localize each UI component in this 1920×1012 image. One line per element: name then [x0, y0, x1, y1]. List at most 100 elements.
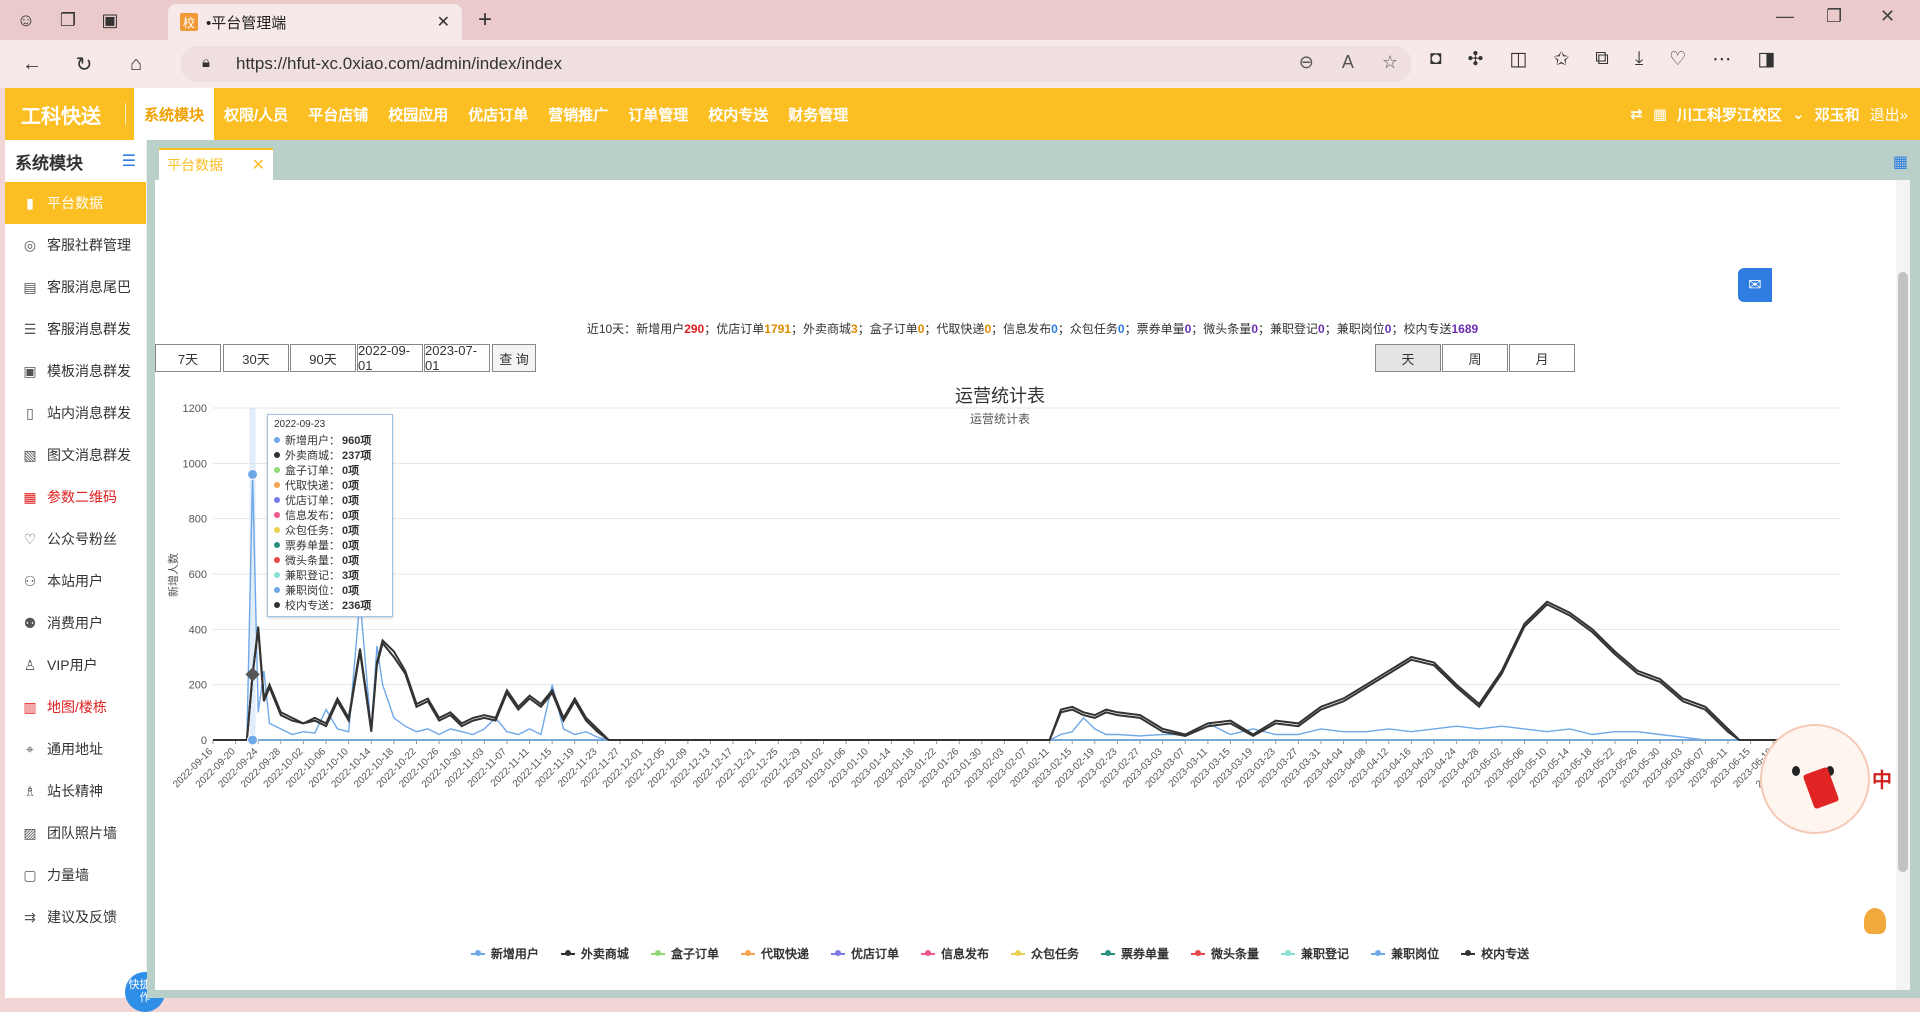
restore-icon[interactable]: ❐	[1826, 6, 1843, 26]
performance-icon[interactable]: ♡	[1669, 49, 1687, 70]
sidebar-item-7[interactable]: ▦ 参数二维码	[5, 476, 146, 518]
start-date-input[interactable]: 2022-09-01	[357, 343, 423, 373]
puzzle-icon[interactable]: ✣	[1467, 49, 1484, 70]
url-field[interactable]: 🔒︎ https://hfut-xc.0xiao.com/admin/index…	[180, 46, 1412, 82]
zoom-icon[interactable]: ⊖	[1298, 52, 1314, 72]
read-aloud-icon[interactable]: A	[1341, 52, 1354, 72]
nav-campus-apps[interactable]: 校园应用	[388, 106, 449, 124]
favorites-icon[interactable]: ✩	[1553, 49, 1570, 70]
profile-avatar-icon[interactable]: ☺	[16, 9, 36, 30]
switch-icon[interactable]: ⇄	[1630, 106, 1643, 123]
legend-item[interactable]: 校内专送	[1461, 945, 1529, 962]
grid-menu-icon[interactable]: ▦	[1892, 154, 1908, 171]
sidebar-item-16[interactable]: ▢ 力量墙	[5, 854, 146, 896]
legend-item[interactable]: 外卖商城	[560, 945, 629, 962]
nav-platform-shops[interactable]: 平台店铺	[308, 106, 369, 124]
legend-item[interactable]: 微头条量	[1191, 945, 1259, 962]
back-icon[interactable]: ←	[22, 52, 42, 75]
sidebar-item-4[interactable]: ▣ 模板消息群发	[5, 350, 146, 392]
sidebar-item-6[interactable]: ▧ 图文消息群发	[5, 434, 146, 476]
sidebar-item-8[interactable]: ♡ 公众号粉丝	[5, 518, 146, 560]
chevron-down-icon[interactable]: ⌄	[1792, 106, 1805, 123]
scrollbar[interactable]	[1896, 180, 1910, 990]
tooltip-row: 代取快递： 0项	[274, 477, 386, 492]
close-window-icon[interactable]: ✕	[1880, 6, 1896, 26]
nav-system-module[interactable]: 系统模块	[134, 88, 215, 140]
granularity-week-button[interactable]: 周	[1442, 344, 1508, 372]
template-icon: ▣	[23, 362, 37, 379]
legend-item[interactable]: 兼职岗位	[1371, 945, 1439, 962]
sidebar-item-0[interactable]: ▮ 平台数据	[5, 182, 146, 224]
nav-permissions[interactable]: 权限/人员	[224, 106, 289, 124]
browser-tab[interactable]: 校 •平台管理端 ✕	[168, 4, 462, 40]
range-90-days-button[interactable]: 90天	[290, 344, 356, 372]
collapse-menu-icon[interactable]: ☰	[121, 153, 136, 170]
sidebar-item-2[interactable]: ▤ 客服消息尾巴	[5, 266, 146, 308]
legend-label: 信息发布	[940, 947, 989, 961]
legend-item[interactable]: 信息发布	[920, 945, 989, 962]
stats-summary: 近10天：新增用户290；优店订单1791；外卖商城3；盒子订单0；代取快递0；…	[586, 322, 1479, 336]
sidebar-toggle-icon[interactable]: ◨	[1757, 49, 1776, 70]
vertical-tabs-icon[interactable]: ▣	[101, 9, 119, 30]
series-dot-icon	[274, 571, 280, 578]
sidebar-item-15[interactable]: ▨ 团队照片墙	[5, 812, 146, 854]
sidebar-item-13[interactable]: ⌖ 通用地址	[5, 728, 146, 770]
legend-item[interactable]: 票券单量	[1101, 945, 1169, 962]
favorite-star-icon[interactable]: ☆	[1381, 52, 1398, 72]
extension-icon[interactable]: ◘	[1430, 48, 1442, 69]
more-icon[interactable]: ⋯	[1712, 49, 1732, 70]
minimize-icon[interactable]: —	[1776, 6, 1794, 26]
legend-item[interactable]: 兼职登记	[1281, 945, 1349, 962]
sidebar-item-11[interactable]: ♙ VIP用户	[5, 644, 146, 686]
tooltip-value: 0项	[342, 554, 360, 567]
tab-platform-data[interactable]: 平台数据 ✕	[159, 148, 273, 180]
tooltip-value: 0项	[342, 479, 360, 492]
wechat-icon[interactable]: ✉	[1738, 268, 1772, 302]
stat-label: 优店订单	[716, 322, 765, 336]
sidebar-item-12[interactable]: ▥ 地图/楼栋	[5, 686, 146, 728]
new-tab-icon[interactable]: +	[478, 6, 493, 33]
home-icon[interactable]: ⌂	[129, 52, 143, 75]
series-dot-icon	[274, 481, 280, 488]
sidebar-item-14[interactable]: ♗ 站长精神	[5, 770, 146, 812]
nav-shop-orders[interactable]: 优店订单	[468, 106, 529, 124]
query-button[interactable]: 查 询	[492, 344, 536, 372]
nav-campus-delivery[interactable]: 校内专送	[708, 106, 769, 124]
downloads-icon[interactable]: ⤓	[1634, 48, 1644, 69]
logout-link[interactable]: 退出»	[1869, 106, 1908, 124]
collections-icon[interactable]: ❐	[59, 9, 77, 30]
tooltip-value: 0项	[342, 539, 360, 552]
granularity-month-button[interactable]: 月	[1509, 344, 1575, 372]
sidebar-item-1[interactable]: ◎ 客服社群管理	[5, 224, 146, 266]
legend-item[interactable]: 优店订单	[830, 945, 899, 962]
sidebar-item-9[interactable]: ⚇ 本站用户	[5, 560, 146, 602]
legend-item[interactable]: 众包任务	[1011, 945, 1079, 962]
nav-marketing[interactable]: 营销推广	[548, 106, 609, 124]
reload-icon[interactable]: ↻	[75, 53, 93, 76]
campus-selector[interactable]: 川工科罗江校区	[1677, 106, 1783, 124]
split-screen-icon[interactable]: ◫	[1509, 49, 1528, 70]
sidebar-item-10[interactable]: ⚉ 消费用户	[5, 602, 146, 644]
nav-order-management[interactable]: 订单管理	[628, 106, 689, 124]
sidebar-item-3[interactable]: ☰ 客服消息群发	[5, 308, 146, 350]
scrollbar-thumb[interactable]	[1898, 272, 1908, 872]
range-30-days-button[interactable]: 30天	[223, 344, 289, 372]
legend-item[interactable]: 新增用户	[470, 945, 539, 962]
tooltip-value: 960项	[342, 434, 372, 447]
sidebar-item-17[interactable]: ⇉ 建议及反馈	[5, 896, 146, 938]
username[interactable]: 邓玉和	[1814, 106, 1860, 124]
granularity-day-button[interactable]: 天	[1375, 344, 1441, 372]
close-tab-icon[interactable]: ✕	[436, 14, 450, 31]
qrcode-icon[interactable]: ▦	[1652, 106, 1668, 123]
sidebar-item-5[interactable]: ▯ 站内消息群发	[5, 392, 146, 434]
legend-marker-icon	[1281, 949, 1296, 956]
close-tab-icon[interactable]: ✕	[251, 157, 265, 174]
legend-item[interactable]: 代取快递	[740, 945, 809, 962]
collections-icon[interactable]: ⧉	[1595, 48, 1609, 69]
user-settings-icon: ⚉	[23, 614, 37, 631]
range-7-days-button[interactable]: 7天	[155, 344, 221, 372]
nav-finance[interactable]: 财务管理	[788, 106, 849, 124]
mini-mascot[interactable]	[1864, 908, 1886, 934]
legend-item[interactable]: 盒子订单	[650, 945, 719, 962]
end-date-input[interactable]: 2023-07-01	[424, 343, 490, 373]
